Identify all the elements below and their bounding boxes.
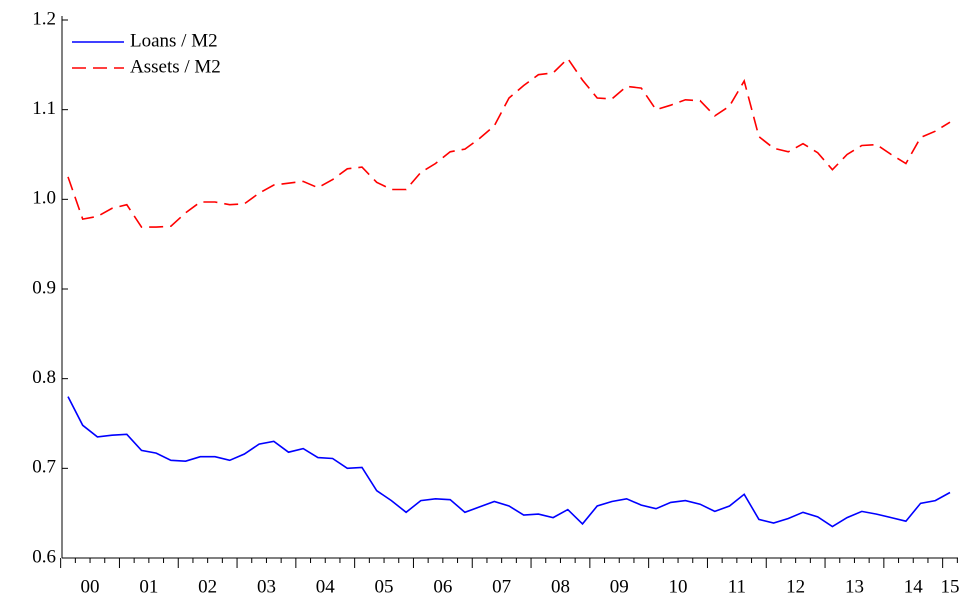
x-tick-label: 09 bbox=[610, 576, 629, 597]
x-tick-label: 03 bbox=[257, 576, 276, 597]
y-tick-label: 0.8 bbox=[32, 367, 56, 388]
x-tick-label: 01 bbox=[139, 576, 158, 597]
x-tick-label: 14 bbox=[904, 576, 924, 597]
y-tick-label: 0.6 bbox=[32, 546, 56, 567]
x-tick-label: 11 bbox=[728, 576, 746, 597]
x-tick-label: 04 bbox=[316, 576, 336, 597]
data-line bbox=[67, 396, 951, 528]
x-tick-label: 08 bbox=[551, 576, 570, 597]
x-tick-label: 13 bbox=[845, 576, 864, 597]
x-tick-label: 00 bbox=[81, 576, 100, 597]
y-tick-label: 1.2 bbox=[32, 8, 56, 29]
x-tick-label: 15 bbox=[941, 576, 960, 597]
x-tick-label: 07 bbox=[492, 576, 511, 597]
x-tick-label: 02 bbox=[198, 576, 217, 597]
x-tick-label: 06 bbox=[433, 576, 452, 597]
y-tick-label: 1.1 bbox=[32, 98, 56, 119]
x-tick-label: 10 bbox=[669, 576, 688, 597]
legend-label: Loans / M2 bbox=[130, 30, 218, 51]
x-tick-label: 05 bbox=[375, 576, 394, 597]
y-tick-label: 0.7 bbox=[32, 457, 56, 478]
data-line bbox=[67, 57, 951, 228]
y-tick-label: 0.9 bbox=[32, 277, 56, 298]
y-tick-label: 1.0 bbox=[32, 188, 56, 209]
x-tick-label: 12 bbox=[786, 576, 805, 597]
legend-label: Assets / M2 bbox=[130, 56, 221, 77]
